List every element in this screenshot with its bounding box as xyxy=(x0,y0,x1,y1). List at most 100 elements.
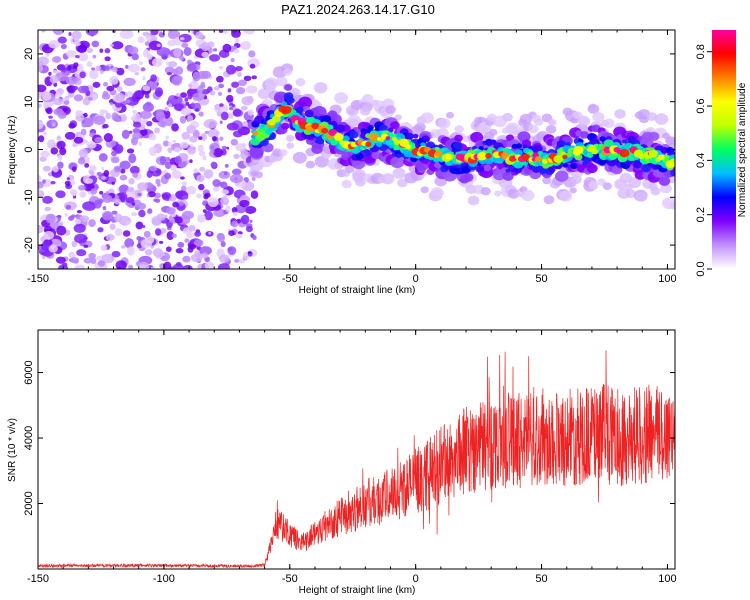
heatmap-cell xyxy=(212,48,218,52)
heatmap-cell xyxy=(478,146,484,151)
heatmap-cell xyxy=(56,225,67,236)
heatmap-cell xyxy=(235,65,243,72)
heatmap-cell xyxy=(264,77,279,89)
heatmap-cell xyxy=(362,93,374,104)
heatmap-cell xyxy=(359,106,371,116)
heatmap-cell xyxy=(121,245,126,249)
heatmap-cell xyxy=(586,152,594,158)
heatmap-cell xyxy=(670,158,675,164)
heatmap-cell xyxy=(109,223,116,230)
heatmap-cell xyxy=(117,118,123,122)
heatmap-cell xyxy=(195,31,204,40)
heatmap-cell xyxy=(49,75,59,84)
heatmap-cell xyxy=(111,112,119,122)
heatmap-cell xyxy=(91,40,100,48)
heatmap-cell xyxy=(502,171,514,181)
heatmap-cell xyxy=(199,246,212,256)
heatmap-cell xyxy=(104,48,111,54)
heatmap-cell xyxy=(502,112,513,122)
heatmap-cell xyxy=(79,191,87,198)
heatmap-cell xyxy=(385,105,396,114)
heatmap-cell xyxy=(45,107,53,115)
spectrogram-ylabel: Frequency (Hz) xyxy=(7,116,18,185)
heatmap-cell xyxy=(132,172,139,178)
heatmap-cell xyxy=(131,105,135,109)
heatmap-cell xyxy=(648,131,660,141)
heatmap-cell xyxy=(226,94,234,103)
heatmap-cell xyxy=(281,122,290,130)
heatmap-cell xyxy=(586,163,598,174)
heatmap-cell xyxy=(200,42,210,52)
heatmap-cell xyxy=(100,244,108,252)
heatmap-cell xyxy=(341,179,352,189)
heatmap-cell xyxy=(42,179,46,184)
heatmap-cell xyxy=(224,202,228,206)
heatmap-cell xyxy=(69,257,80,264)
heatmap-cell xyxy=(193,168,199,174)
heatmap-cell xyxy=(164,172,172,180)
heatmap-cell xyxy=(186,63,197,72)
heatmap-cell xyxy=(328,128,337,136)
heatmap-cell xyxy=(126,220,131,226)
heatmap-cell xyxy=(53,30,64,35)
heatmap-cell xyxy=(559,190,573,202)
heatmap-cell xyxy=(214,103,229,114)
heatmap-cell xyxy=(138,61,144,66)
heatmap-cell xyxy=(186,146,196,155)
heatmap-cell xyxy=(172,68,178,75)
heatmap-cell xyxy=(113,165,122,173)
heatmap-cell xyxy=(453,142,463,150)
heatmap-cell xyxy=(286,97,295,105)
heatmap-cell xyxy=(579,117,588,125)
heatmap-cell xyxy=(99,109,106,116)
heatmap-cell xyxy=(156,43,161,48)
heatmap-cell xyxy=(243,30,256,35)
heatmap-cell xyxy=(560,140,566,146)
heatmap-cell xyxy=(234,258,240,263)
snr-xtick-label: -100 xyxy=(153,573,175,585)
heatmap-cell xyxy=(73,136,84,144)
heatmap-cell xyxy=(295,106,304,114)
heatmap-cell xyxy=(204,210,213,221)
heatmap-cell xyxy=(355,152,364,160)
heatmap-cell xyxy=(445,153,453,160)
heatmap-cell xyxy=(111,210,118,215)
spectrogram-xtick-label: -50 xyxy=(282,273,298,285)
heatmap-cell xyxy=(218,30,224,33)
heatmap-cell xyxy=(432,157,439,163)
heatmap-cell xyxy=(208,54,220,62)
heatmap-cell xyxy=(42,195,53,204)
heatmap-cell xyxy=(204,192,211,198)
heatmap-cell xyxy=(168,61,178,68)
heatmap-cell xyxy=(89,69,99,80)
heatmap-cell xyxy=(240,105,248,111)
heatmap-cell xyxy=(543,195,555,205)
heatmap-cell xyxy=(64,131,76,140)
heatmap-cell xyxy=(335,124,346,133)
heatmap-cell xyxy=(385,136,391,141)
heatmap-cell xyxy=(515,149,523,156)
heatmap-cell xyxy=(79,157,85,161)
heatmap-cell xyxy=(102,123,109,129)
heatmap-cell xyxy=(282,106,292,114)
heatmap-cell xyxy=(467,195,480,206)
heatmap-cell xyxy=(148,146,158,156)
heatmap-cell xyxy=(670,170,675,177)
heatmap-cell xyxy=(144,93,150,99)
heatmap-cell xyxy=(587,104,600,114)
heatmap-cell xyxy=(199,166,206,172)
heatmap-cell xyxy=(128,153,137,164)
heatmap-cell xyxy=(192,71,201,82)
heatmap-cell xyxy=(132,121,142,128)
heatmap-cell xyxy=(181,195,189,200)
heatmap-cell xyxy=(155,109,164,116)
heatmap-cell xyxy=(218,254,230,263)
heatmap-cell xyxy=(178,200,184,206)
heatmap-cell xyxy=(405,144,412,150)
heatmap-cell xyxy=(55,190,66,199)
heatmap-cell xyxy=(528,124,539,134)
heatmap-cell xyxy=(344,164,355,174)
spectrogram-xtick-label: 50 xyxy=(535,273,547,285)
heatmap-cell xyxy=(189,135,198,143)
heatmap-cell xyxy=(65,204,72,210)
